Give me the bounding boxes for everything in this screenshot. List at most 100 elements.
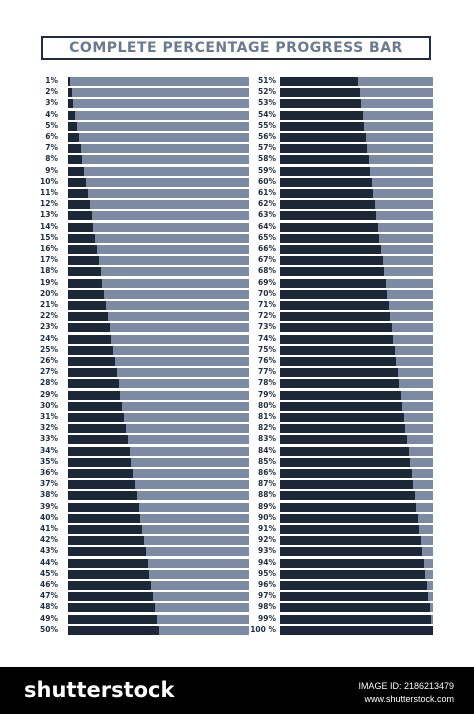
- progress-bar-fill: [280, 491, 415, 501]
- progress-bar-track: [280, 491, 433, 501]
- progress-label: 30%: [40, 400, 58, 410]
- progress-label: 81%: [258, 412, 276, 421]
- progress-bar-fill: [280, 177, 372, 187]
- footer-bar: shutterstock IMAGE ID: 2186213479 www.sh…: [0, 667, 474, 714]
- progress-bar-fill: [68, 424, 126, 434]
- progress-bar-track: [68, 592, 249, 602]
- progress-label: 53%: [258, 98, 276, 108]
- progress-bar-fill: [280, 110, 363, 120]
- progress-label: 88%: [258, 490, 276, 500]
- progress-bar-track: [280, 558, 433, 568]
- progress-label: 96%: [258, 580, 276, 589]
- site-url: www.shutterstock.com: [364, 694, 454, 704]
- progress-label: 14%: [40, 221, 58, 231]
- page-title: COMPLETE PERCENTAGE PROGRESS BAR: [69, 40, 403, 56]
- progress-bar-track: [280, 592, 433, 602]
- progress-bar-fill: [280, 581, 427, 590]
- progress-bar-track: [68, 155, 249, 165]
- progress-label: 10%: [40, 176, 58, 186]
- progress-label: 25%: [40, 344, 58, 354]
- progress-bar-track: [280, 166, 433, 176]
- progress-label: 95%: [258, 568, 276, 578]
- progress-label: 44%: [40, 557, 58, 567]
- progress-label: 97%: [258, 591, 276, 601]
- progress-label: 89%: [258, 501, 276, 511]
- progress-bar-fill: [68, 558, 148, 568]
- progress-bar-fill: [280, 222, 378, 232]
- progress-label: 65%: [258, 232, 276, 242]
- progress-bar-track: [68, 88, 249, 98]
- progress-bar-fill: [68, 513, 141, 523]
- progress-bar-fill: [280, 166, 371, 176]
- progress-bar-fill: [280, 435, 407, 445]
- progress-bar-track: [280, 401, 433, 411]
- progress-bar-fill: [68, 390, 121, 400]
- progress-bar-fill: [280, 536, 421, 546]
- progress-bar-fill: [68, 625, 159, 635]
- progress-label: 79%: [258, 389, 276, 399]
- progress-label: 35%: [40, 456, 58, 466]
- progress-label: 58%: [258, 154, 276, 164]
- progress-bar-fill: [280, 413, 404, 422]
- progress-label: 93%: [258, 546, 276, 556]
- progress-bar-fill: [68, 536, 145, 546]
- progress-bar-track: [280, 155, 433, 165]
- progress-bar-fill: [280, 301, 389, 310]
- progress-bar-fill: [280, 603, 430, 613]
- progress-bar-track: [68, 581, 249, 590]
- progress-bar-track: [280, 177, 433, 187]
- progress-bar-track: [280, 379, 433, 389]
- progress-bar-fill: [68, 401, 123, 411]
- progress-bar-track: [280, 480, 433, 490]
- progress-bar-track: [68, 334, 249, 344]
- progress-bar-fill: [68, 357, 116, 366]
- progress-label: 55%: [258, 120, 276, 130]
- progress-bar-fill: [68, 222, 94, 232]
- progress-bar-track: [68, 267, 249, 277]
- progress-label: 43%: [40, 546, 58, 556]
- progress-bar-track: [68, 345, 249, 355]
- progress-bar-track: [68, 289, 249, 299]
- progress-label: 57%: [258, 143, 276, 153]
- progress-label: 18%: [40, 266, 58, 276]
- progress-label: 4%: [45, 109, 58, 119]
- progress-label: 74%: [258, 333, 276, 343]
- progress-bar-track: [280, 88, 433, 98]
- progress-bar-track: [68, 502, 249, 512]
- progress-bar-fill: [280, 569, 426, 579]
- progress-bar-track: [280, 301, 433, 310]
- progress-bar-track: [280, 368, 433, 378]
- progress-label: 6%: [45, 132, 58, 141]
- progress-bar-fill: [68, 469, 134, 478]
- progress-bar-track: [280, 345, 433, 355]
- progress-label: 59%: [258, 165, 276, 175]
- shutterstock-logo: shutterstock: [24, 678, 175, 702]
- progress-bar-track: [68, 513, 249, 523]
- progress-bar-track: [68, 144, 249, 154]
- progress-label: 68%: [258, 266, 276, 276]
- progress-bar-fill: [280, 200, 375, 210]
- progress-bar-fill: [68, 379, 119, 389]
- progress-bar-fill: [68, 603, 155, 613]
- progress-bar-fill: [280, 625, 433, 635]
- progress-bar-fill: [68, 547, 146, 557]
- progress-bar-track: [280, 603, 433, 613]
- progress-bar-track: [68, 547, 249, 557]
- progress-bar-track: [68, 245, 249, 254]
- progress-bar-fill: [280, 233, 380, 243]
- progress-label: 47%: [40, 591, 58, 601]
- progress-label: 54%: [258, 109, 276, 119]
- progress-bar-track: [68, 625, 249, 635]
- progress-label: 12%: [40, 199, 58, 209]
- progress-label: 76%: [258, 356, 276, 365]
- progress-bar-fill: [68, 525, 143, 534]
- progress-label: 70%: [258, 288, 276, 298]
- progress-bar-fill: [68, 446, 130, 456]
- progress-label: 1%: [45, 76, 58, 85]
- progress-bar-track: [68, 469, 249, 478]
- progress-bar-track: [280, 547, 433, 557]
- progress-bar-fill: [68, 323, 110, 333]
- progress-bar-track: [280, 435, 433, 445]
- progress-bar-fill: [280, 77, 359, 86]
- progress-label: 40%: [40, 512, 58, 522]
